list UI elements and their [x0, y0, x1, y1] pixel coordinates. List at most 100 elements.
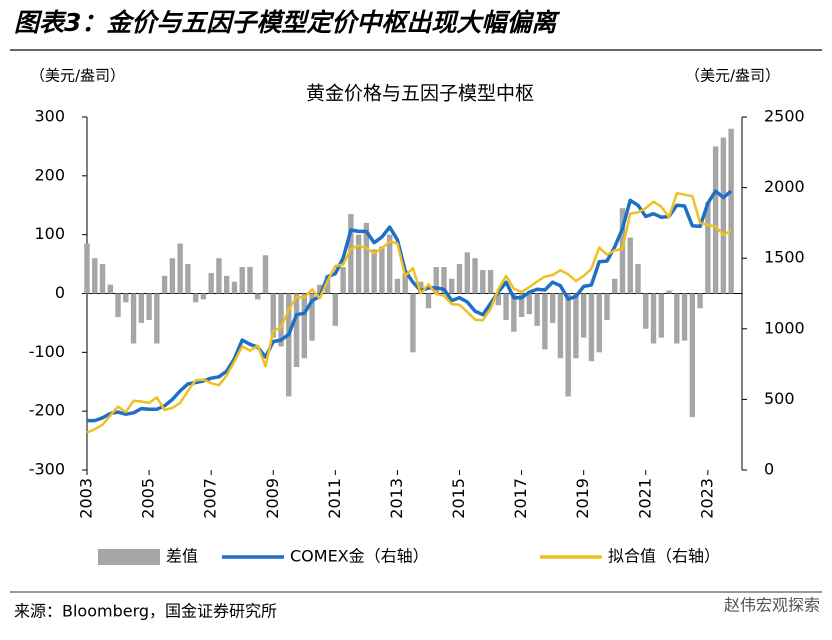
bar: [239, 267, 245, 294]
x-tick-label: 2019: [573, 478, 592, 519]
bar: [386, 234, 393, 294]
watermark: 赵伟宏观探索: [724, 596, 820, 615]
bar: [511, 293, 517, 332]
bar: [418, 281, 424, 294]
bar: [542, 293, 548, 350]
y-tick-label: 200: [34, 165, 65, 184]
line: [86, 191, 732, 434]
bar: [588, 293, 595, 362]
bar: [487, 269, 494, 294]
y2-tick-label: 2000: [764, 177, 805, 196]
y2-tick-label: 1000: [764, 318, 805, 337]
legend-label: 拟合值（右轴）: [608, 547, 720, 566]
bar: [456, 264, 463, 294]
y2-tick-label: 500: [764, 389, 795, 408]
bar: [161, 275, 168, 294]
bar: [200, 293, 207, 300]
bar: [573, 293, 579, 359]
bar: [177, 243, 183, 294]
y2-unit: （美元/盎司）: [685, 67, 780, 85]
bar: [495, 293, 502, 306]
bar: [674, 293, 680, 344]
bar: [410, 293, 416, 353]
x-tick-label: 2005: [139, 478, 158, 519]
legend-label: COMEX金（右轴）: [290, 547, 429, 566]
bar: [309, 293, 315, 341]
bar: [472, 258, 478, 294]
bar: [324, 275, 331, 294]
bar: [526, 293, 533, 315]
bar: [363, 222, 370, 294]
x-tick-label: 2021: [635, 478, 654, 519]
bar: [580, 293, 587, 338]
y-tick-label: -200: [29, 401, 65, 420]
bar: [697, 293, 703, 309]
bar: [247, 267, 253, 294]
bar: [619, 208, 626, 294]
bar: [565, 293, 571, 397]
bar: [130, 293, 137, 344]
x-tick-label: 2017: [511, 478, 530, 519]
bar: [612, 278, 618, 294]
bar: [99, 264, 106, 294]
bar: [379, 246, 385, 294]
source: 来源：Bloomberg，国金证券研究所: [14, 602, 277, 621]
bar: [728, 128, 734, 294]
bar: [394, 278, 401, 294]
y-tick-label: -100: [29, 342, 65, 361]
y-tick-label: 300: [34, 107, 65, 126]
x-tick-label: 2007: [201, 478, 220, 519]
bar: [666, 290, 672, 294]
bar: [705, 202, 711, 294]
bar: [596, 293, 602, 353]
bar: [534, 293, 540, 326]
x-tick-label: 2009: [263, 478, 282, 519]
legend-swatch: [98, 549, 160, 565]
bar: [635, 264, 641, 294]
bar: [449, 278, 455, 294]
chart-title: 黄金价格与五因子模型中枢: [306, 83, 534, 105]
bar: [681, 293, 688, 341]
bar: [92, 258, 98, 294]
line: [87, 189, 733, 423]
bar: [223, 275, 230, 294]
bar: [301, 293, 307, 359]
bar: [604, 293, 610, 320]
page-title: 图表3：金价与五因子模型定价中枢出现大幅偏离: [14, 8, 560, 37]
y2-tick-label: 1500: [764, 248, 805, 267]
bar: [293, 293, 300, 368]
y2-tick-label: 2500: [764, 107, 805, 126]
bar: [518, 293, 525, 318]
x-tick-label: 2015: [449, 478, 468, 519]
bar: [216, 258, 222, 294]
y-tick-label: -300: [29, 460, 65, 479]
bar: [154, 293, 160, 344]
bar: [278, 293, 284, 347]
bar: [138, 293, 145, 323]
x-tick-label: 2003: [77, 478, 96, 519]
bar: [146, 293, 152, 320]
bar: [643, 293, 649, 329]
bar: [317, 284, 323, 294]
bar: [355, 234, 362, 294]
bar: [192, 293, 199, 303]
bar: [208, 272, 214, 294]
bar: [371, 249, 377, 294]
bar: [286, 293, 292, 397]
bar: [658, 293, 664, 338]
bar: [464, 252, 470, 294]
bar: [107, 284, 113, 294]
legend-label: 差值: [166, 547, 198, 566]
bar: [84, 243, 90, 294]
bar: [123, 293, 129, 303]
y-tick-label: 100: [34, 224, 65, 243]
x-tick-label: 2023: [697, 478, 716, 519]
bar: [480, 269, 486, 294]
bar: [348, 214, 354, 294]
bar: [115, 293, 121, 318]
y-tick-label: 0: [55, 283, 65, 302]
bar: [627, 237, 633, 294]
bar: [557, 293, 564, 359]
bar: [433, 267, 439, 294]
bar: [402, 272, 408, 294]
